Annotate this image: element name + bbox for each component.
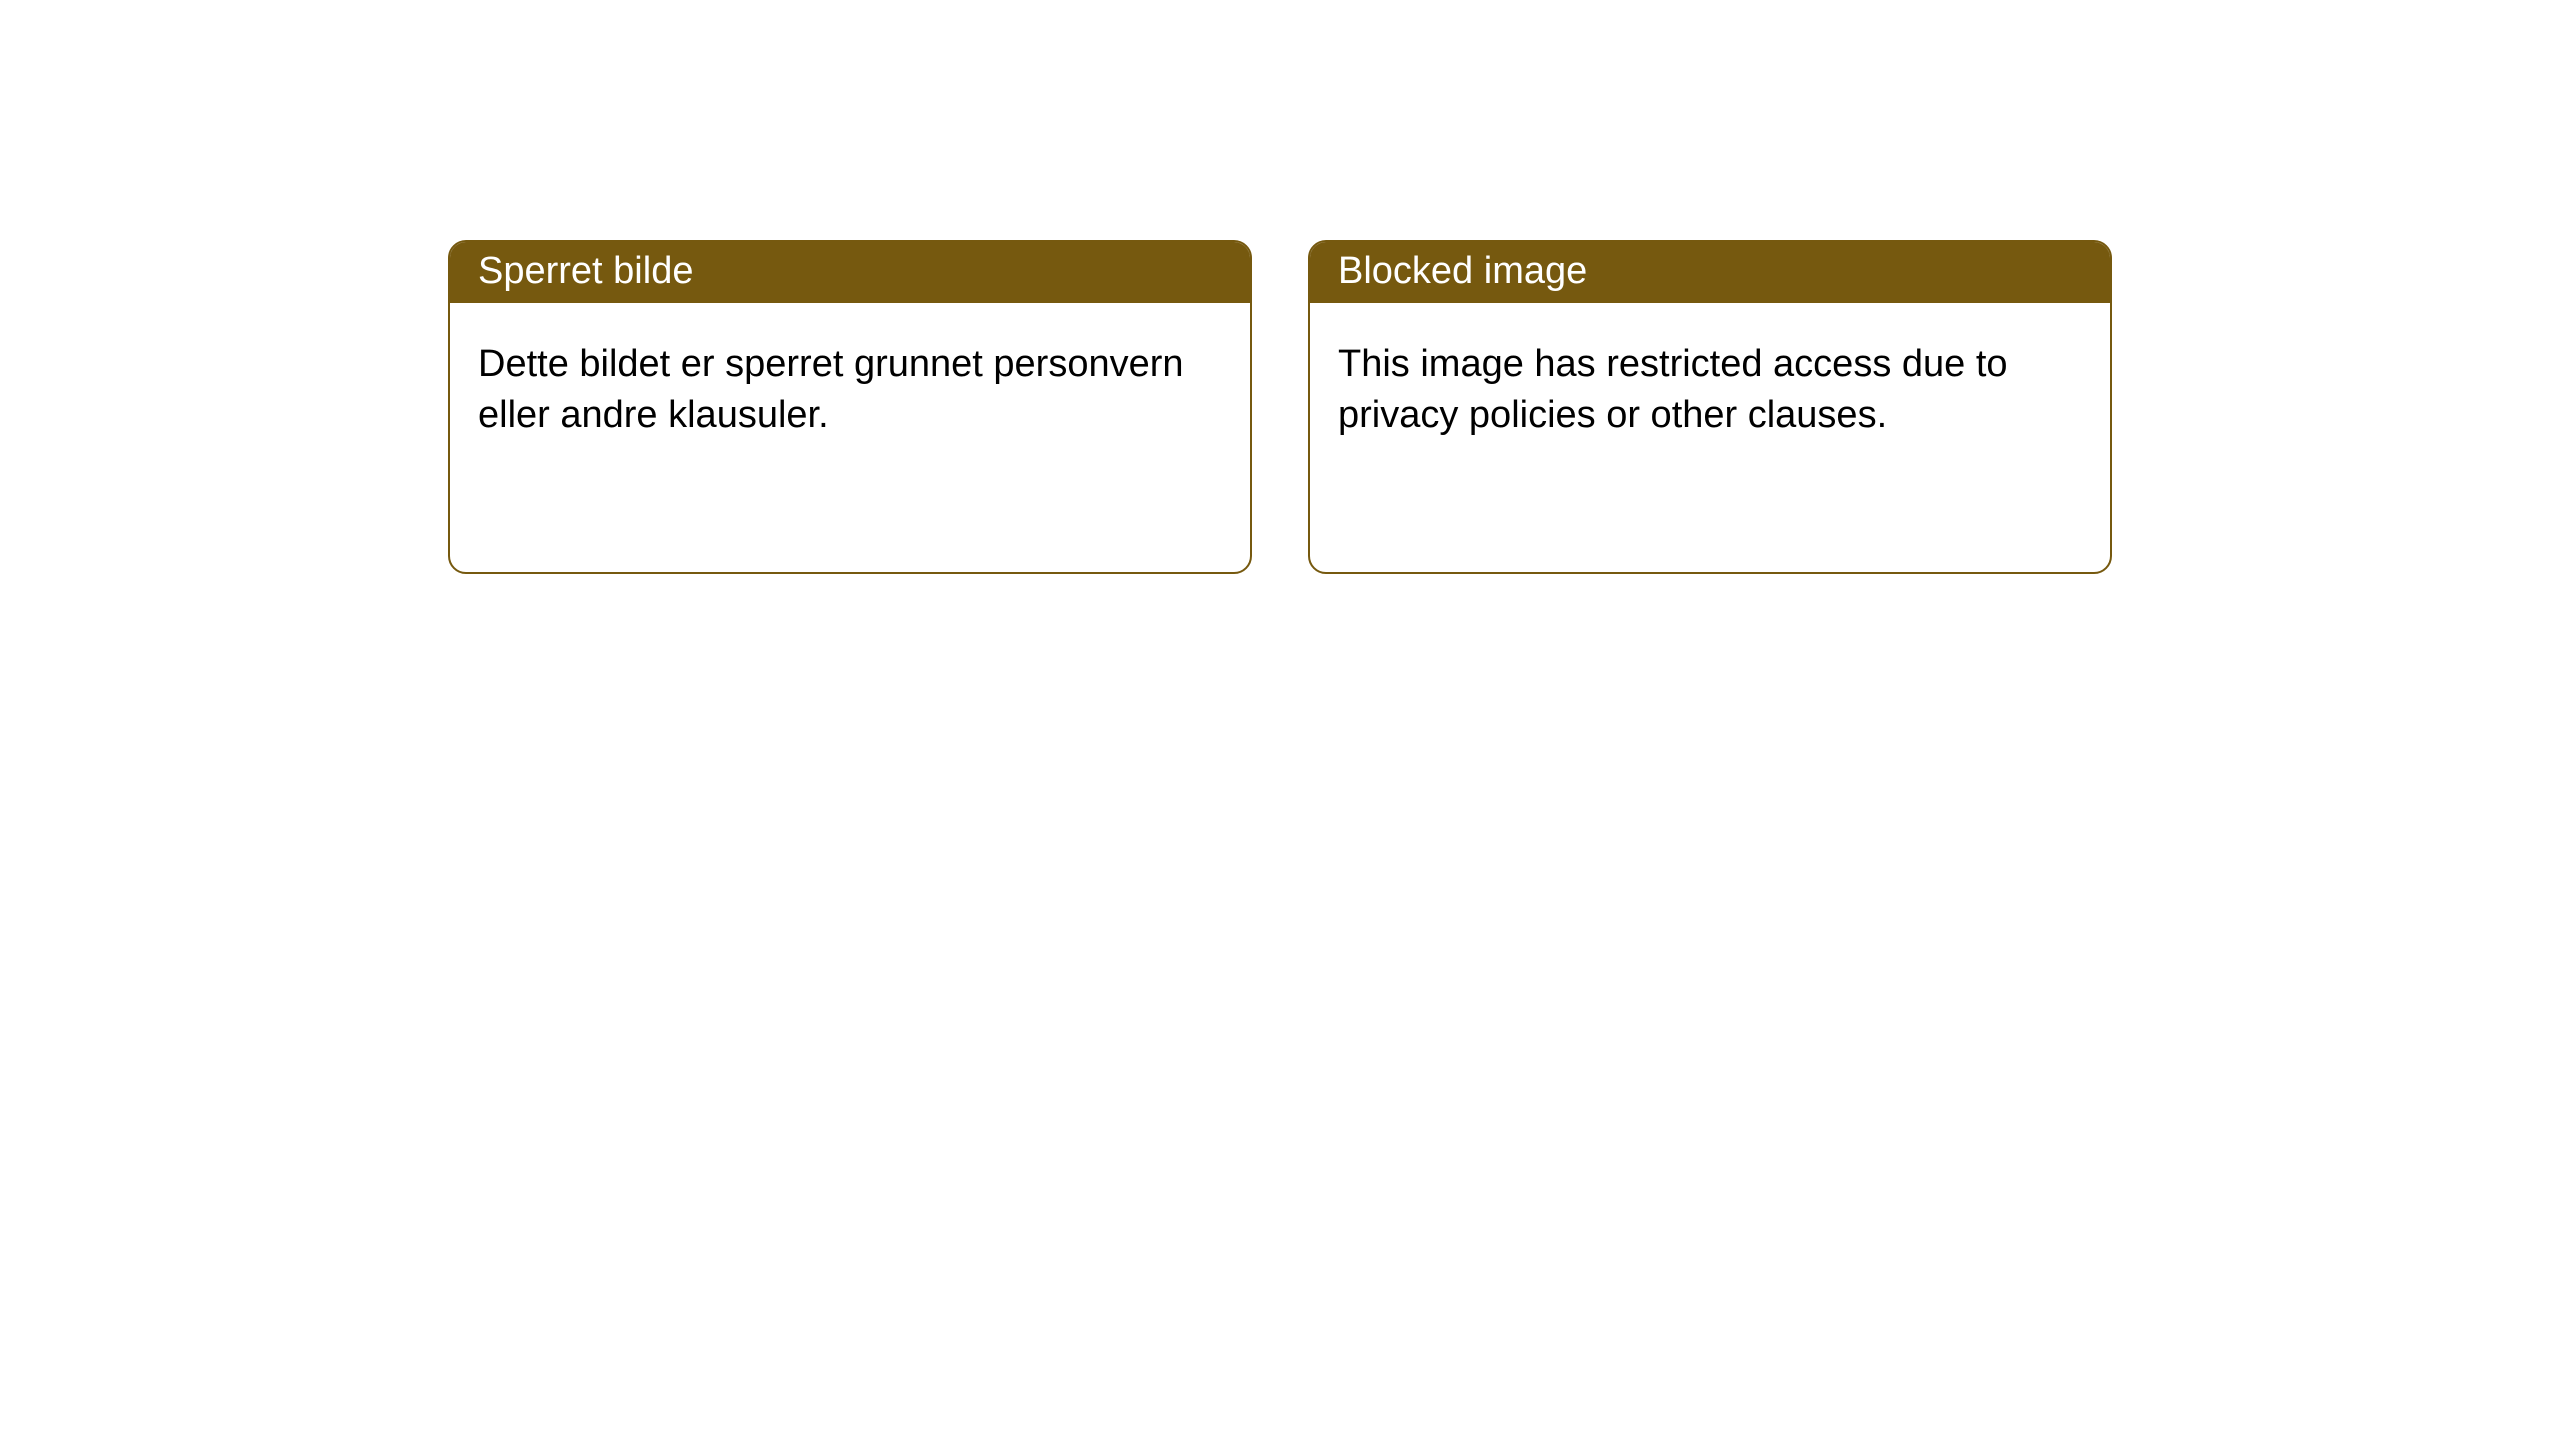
notice-container: Sperret bilde Dette bildet er sperret gr… — [0, 0, 2560, 574]
notice-header: Blocked image — [1310, 242, 2110, 303]
notice-card-english: Blocked image This image has restricted … — [1308, 240, 2112, 574]
notice-header: Sperret bilde — [450, 242, 1250, 303]
notice-text: Dette bildet er sperret grunnet personve… — [478, 343, 1184, 436]
notice-card-norwegian: Sperret bilde Dette bildet er sperret gr… — [448, 240, 1252, 574]
notice-body: This image has restricted access due to … — [1310, 303, 2110, 478]
notice-body: Dette bildet er sperret grunnet personve… — [450, 303, 1250, 478]
notice-title: Blocked image — [1338, 250, 1587, 292]
notice-text: This image has restricted access due to … — [1338, 343, 2008, 436]
notice-title: Sperret bilde — [478, 250, 693, 292]
